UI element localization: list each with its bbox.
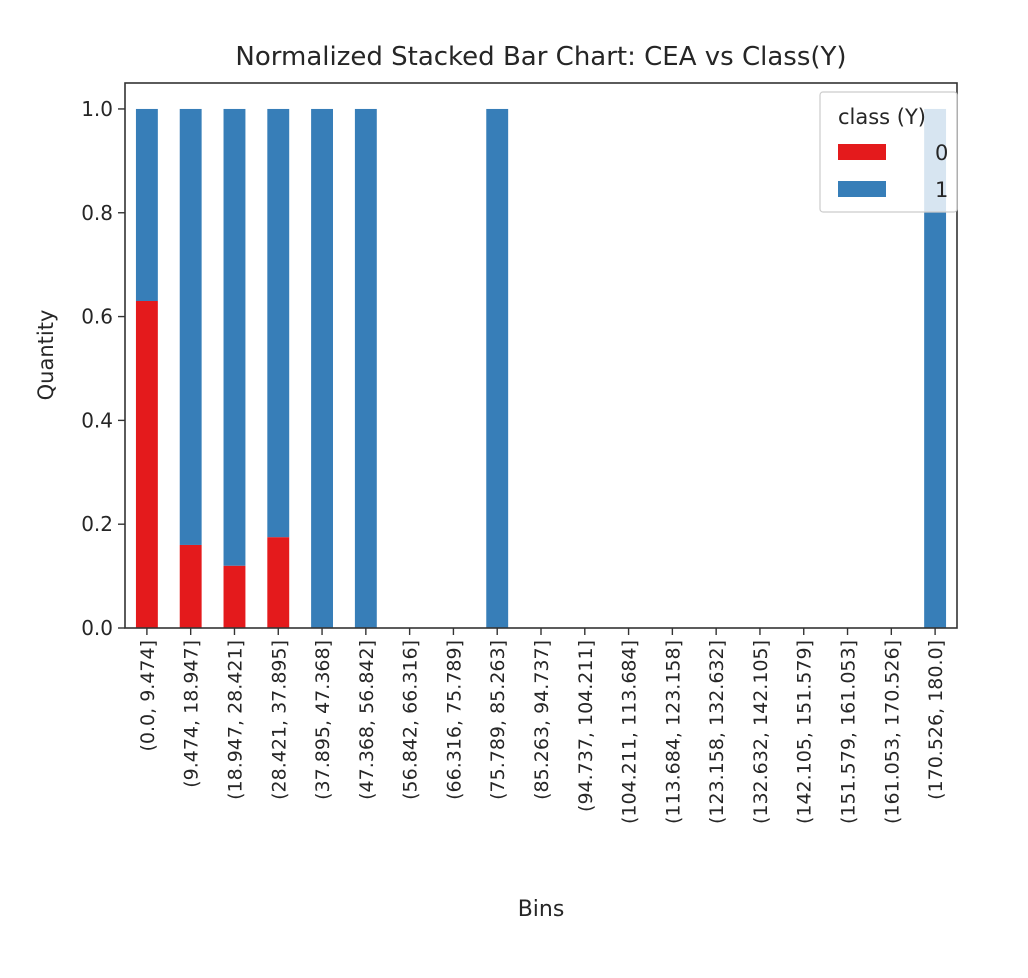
- x-tick-label: (75.789, 85.263]: [487, 640, 509, 800]
- y-tick-label: 0.2: [81, 512, 113, 536]
- x-tick-label: (85.263, 94.737]: [531, 640, 553, 800]
- x-tick-label: (47.368, 56.842]: [356, 640, 378, 800]
- bar-series-0-1: [179, 544, 202, 628]
- bar-series-1-8: [486, 108, 509, 628]
- x-tick-label: (104.211, 113.684]: [619, 640, 641, 824]
- legend-label-0: 0: [935, 141, 948, 165]
- y-tick-label: 0.4: [81, 408, 113, 432]
- legend-swatch-1: [838, 181, 886, 197]
- x-tick-label: (0.0, 9.474]: [137, 640, 159, 752]
- x-axis-label: Bins: [518, 897, 565, 922]
- bar-series-1-3: [267, 108, 290, 538]
- x-tick-label: (123.158, 132.632]: [706, 640, 728, 824]
- bar-series-1-4: [311, 108, 333, 628]
- y-tick-label: 1.0: [81, 97, 113, 121]
- bar-series-0-0: [135, 301, 158, 628]
- legend-label-1: 1: [935, 178, 948, 202]
- x-tick-label: (37.895, 47.368]: [312, 640, 334, 800]
- x-tick-label: (113.684, 123.158]: [662, 640, 684, 824]
- y-axis-label: Quantity: [34, 310, 58, 401]
- legend-title: class (Y): [838, 105, 926, 129]
- x-tick-label: (142.105, 151.579]: [794, 640, 816, 824]
- x-tick-label: (151.579, 161.053]: [838, 640, 860, 824]
- bar-series-1-1: [179, 108, 202, 545]
- x-tick-label: (9.474, 18.947]: [181, 640, 203, 788]
- x-axis: (0.0, 9.474] (9.474, 18.947] (18.947, 28.4…: [137, 628, 947, 824]
- y-tick-label: 0.6: [81, 305, 113, 329]
- x-tick-label: (132.632, 142.105]: [750, 640, 772, 824]
- x-tick-label: (94.737, 104.211]: [575, 640, 597, 812]
- x-tick-label: (56.842, 66.316]: [400, 640, 422, 800]
- bars-layer: [135, 108, 947, 628]
- bar-series-0-3: [267, 537, 290, 628]
- y-axis: 0.0 0.2 0.4 0.6 0.8 1.0: [81, 97, 125, 640]
- bar-series-1-5: [354, 108, 377, 628]
- chart-title: Normalized Stacked Bar Chart: CEA vs Cla…: [235, 42, 846, 72]
- x-tick-label: (170.526, 180.0]: [925, 640, 947, 800]
- x-tick-label: (66.316, 75.789]: [443, 640, 465, 800]
- legend: class (Y) 0 1: [819, 91, 958, 213]
- y-tick-label: 0.0: [81, 616, 113, 640]
- x-tick-label: (161.053, 170.526]: [881, 640, 903, 824]
- bar-series-1-18: [924, 108, 947, 628]
- x-tick-label: (28.421, 37.895]: [268, 640, 290, 800]
- legend-swatch-0: [838, 144, 886, 160]
- x-tick-label: (18.947, 28.421]: [224, 640, 246, 800]
- bar-series-1-0: [135, 108, 158, 301]
- y-tick-label: 0.8: [81, 201, 113, 225]
- bar-series-1-2: [223, 108, 246, 566]
- bar-series-0-2: [223, 565, 246, 628]
